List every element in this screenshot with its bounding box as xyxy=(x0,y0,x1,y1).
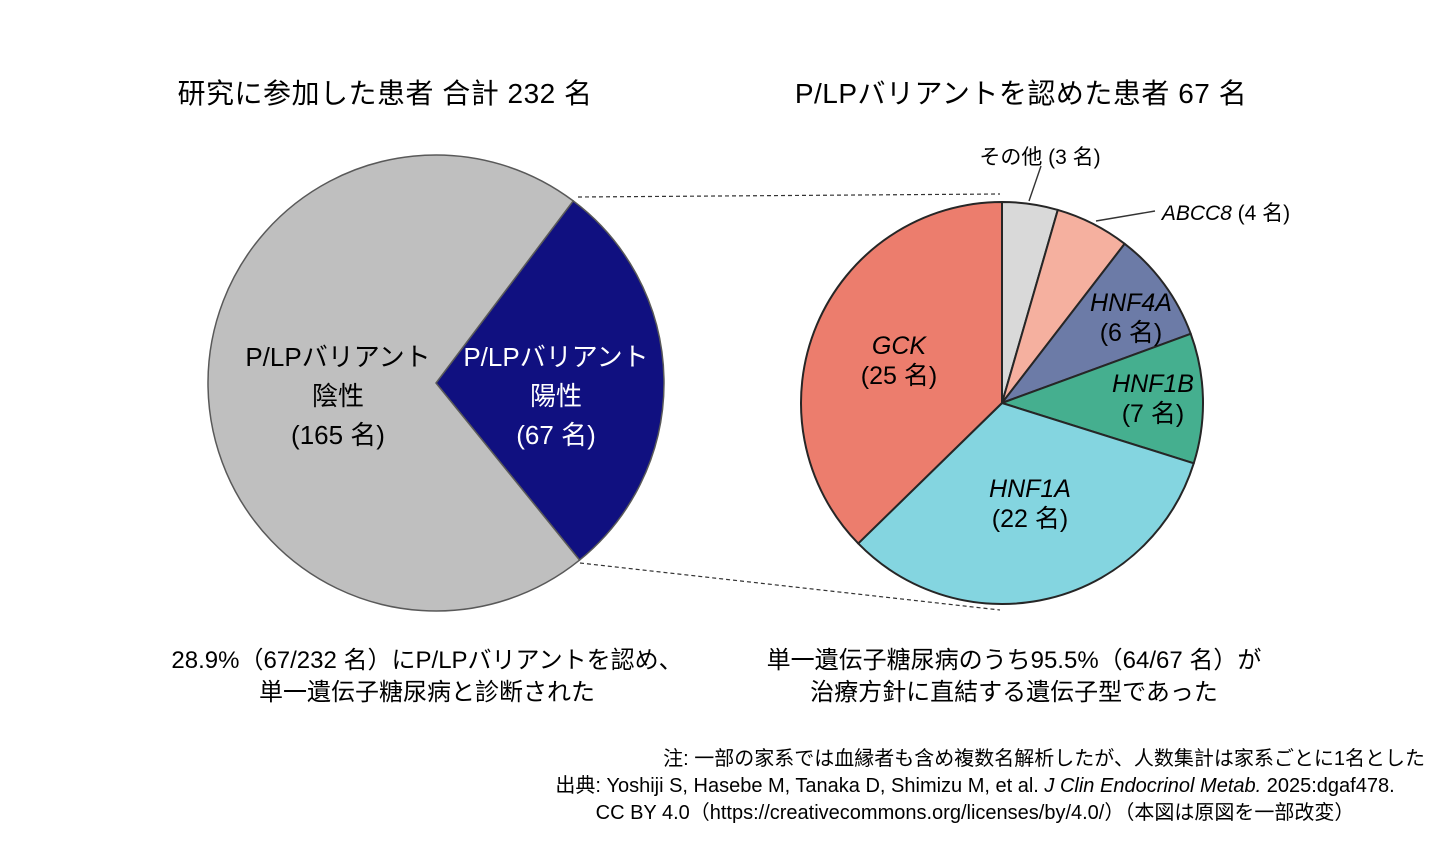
other-leader-line xyxy=(1028,165,1042,202)
pie-slice-hnf1a xyxy=(857,402,1195,605)
abcc8-leader-line xyxy=(1095,210,1156,222)
right-pie xyxy=(800,201,1204,605)
right-chart-title: P/LPバリアントを認めた患者 67 名 xyxy=(794,78,1248,109)
hnf4a-gene-name: HNF4A xyxy=(1090,289,1172,317)
gck-label: GCK (25 名) xyxy=(819,331,979,391)
pie-slice-gck xyxy=(800,201,1003,545)
hnf1b-gene-name: HNF1B xyxy=(1112,370,1194,398)
hnf1b-count: (7 名) xyxy=(1121,400,1185,428)
hnf1a-count: (22 名) xyxy=(991,505,1069,533)
source-line1: 出典: Yoshiji S, Hasebe M, Tanaka D, Shimi… xyxy=(515,773,1435,800)
left-pie-negative-label: P/LPバリアント 陰性 (165 名) xyxy=(228,338,448,455)
hnf1a-label: HNF1A (22 名) xyxy=(950,474,1110,534)
other-label: その他 (3 名) xyxy=(979,146,1101,169)
positive-label-count: (67 名) xyxy=(516,420,596,450)
left-chart-title: 研究に参加した患者 合計 232 名 xyxy=(177,78,593,109)
pie-slice-hnf4a xyxy=(1001,242,1192,404)
hnf4a-count: (6 名) xyxy=(1099,319,1163,347)
right-caption-line1: 単一遺伝子糖尿病のうち95.5%（64/67 名）が xyxy=(766,647,1262,674)
left-caption-line2: 単一遺伝子糖尿病と診断された xyxy=(259,679,595,706)
pie-slice-positive xyxy=(435,200,665,561)
right-caption-line2: 治療方針に直結する遺伝子型であった xyxy=(810,679,1218,706)
left-chart-caption: 28.9%（67/232 名）にP/LPバリアントを認め、 単一遺伝子糖尿病と診… xyxy=(167,645,687,709)
left-caption-line1: 28.9%（67/232 名）にP/LPバリアントを認め、 xyxy=(171,647,683,674)
connector-line-bottom xyxy=(579,562,1001,611)
pie-slice-negative xyxy=(207,154,581,612)
negative-label-count: (165 名) xyxy=(291,420,385,450)
negative-label-line2: 陰性 xyxy=(311,381,364,411)
abcc8-gene-name: ABCC8 xyxy=(1161,202,1232,225)
right-chart-caption: 単一遺伝子糖尿病のうち95.5%（64/67 名）が 治療方針に直結する遺伝子型… xyxy=(754,645,1274,709)
negative-label-line1: P/LPバリアント xyxy=(245,342,431,372)
hnf1b-label: HNF1B (7 名) xyxy=(1073,369,1233,429)
positive-label-line2: 陽性 xyxy=(529,381,582,411)
source-citation: 出典: Yoshiji S, Hasebe M, Tanaka D, Shimi… xyxy=(515,773,1435,827)
abcc8-label: ABCC8 (4 名) xyxy=(1126,197,1326,227)
positive-label-line1: P/LPバリアント xyxy=(463,342,649,372)
left-pie-positive-label: P/LPバリアント 陽性 (67 名) xyxy=(446,338,666,455)
source-line2-license: CC BY 4.0（https://creativecommons.org/li… xyxy=(595,802,1355,824)
hnf1a-gene-name: HNF1A xyxy=(989,475,1071,503)
source-authors: 出典: Yoshiji S, Hasebe M, Tanaka D, Shimi… xyxy=(555,775,1045,797)
gck-count: (25 名) xyxy=(860,362,938,390)
abcc8-count: (4 名) xyxy=(1231,202,1291,225)
source-journal: J Clin Endocrinol Metab. xyxy=(1044,775,1262,797)
connector-line-top xyxy=(577,193,1001,198)
footnote: 注: 一部の家系では血縁者も含め複数名解析したが、人数集計は家系ごとに1名とした xyxy=(663,748,1425,770)
source-volume: 2025:dgaf478. xyxy=(1261,775,1395,797)
left-pie xyxy=(207,154,665,612)
hnf4a-label: HNF4A (6 名) xyxy=(1051,288,1211,348)
pie-slice-hnf1b xyxy=(1001,332,1204,465)
gck-gene-name: GCK xyxy=(871,332,927,360)
